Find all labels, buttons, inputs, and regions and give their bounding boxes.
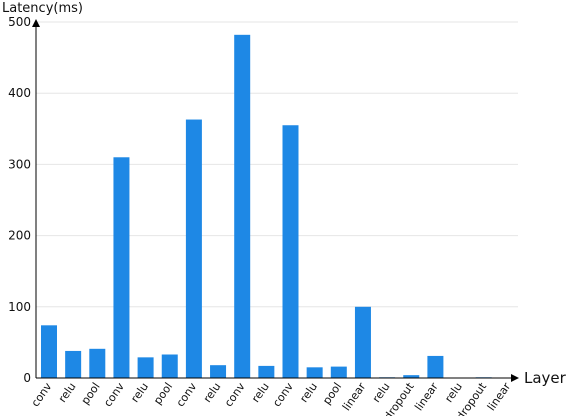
y-axis-arrow-icon: [32, 19, 40, 27]
bar-conv-11: [282, 125, 299, 379]
bar-linear-17: [427, 355, 444, 378]
bar-relu-12: [306, 367, 323, 378]
bar-pool-3: [89, 348, 106, 378]
x-tick-label: relu: [370, 380, 393, 405]
bar-pool-13: [330, 366, 347, 378]
bar-conv-1: [41, 325, 57, 378]
bar-linear-14: [354, 306, 371, 378]
x-axis-title: Layer: [524, 369, 567, 387]
x-tick-label: pool: [320, 380, 344, 407]
x-tick-label: conv: [101, 380, 127, 409]
y-tick-labels: 0 100 200 300 400 500: [8, 15, 31, 385]
bar-pool-6: [161, 354, 178, 378]
axes: [32, 19, 519, 382]
bar-conv-7: [185, 119, 202, 378]
x-tick-label: relu: [56, 380, 79, 405]
x-tick-label: linear: [412, 380, 441, 413]
bar-conv-9: [234, 34, 251, 378]
y-tick-label: 100: [8, 300, 31, 314]
bar-relu-10: [258, 365, 275, 378]
y-tick-label: 500: [8, 15, 31, 29]
x-tick-label: linear: [485, 380, 514, 413]
x-tick-label: relu: [297, 380, 320, 405]
x-tick-label: linear: [340, 380, 369, 413]
x-tick-label: conv: [174, 380, 200, 409]
bar-dropout-16: [403, 375, 420, 378]
bars: [41, 34, 492, 379]
y-tick-label: 200: [8, 229, 31, 243]
x-tick-label: relu: [249, 380, 272, 405]
bar-conv-4: [113, 157, 130, 378]
x-tick-label: conv: [270, 380, 296, 409]
gridlines: [36, 21, 518, 308]
bar-relu-8: [210, 365, 227, 378]
y-tick-label: 400: [8, 86, 31, 100]
x-tick-label: conv: [29, 380, 55, 409]
y-tick-label: 0: [23, 371, 31, 385]
bar-relu-5: [137, 357, 154, 378]
bar-relu-2: [65, 350, 82, 378]
x-tick-label: relu: [128, 380, 151, 405]
x-tick-label: conv: [222, 380, 248, 409]
y-axis-title: Latency(ms): [2, 1, 83, 16]
x-tick-label: relu: [201, 380, 224, 405]
x-tick-label: pool: [79, 380, 103, 407]
y-tick-label: 300: [8, 157, 31, 171]
x-axis-arrow-icon: [511, 374, 519, 382]
x-tick-label: pool: [151, 380, 175, 407]
x-tick-label: relu: [442, 380, 465, 405]
